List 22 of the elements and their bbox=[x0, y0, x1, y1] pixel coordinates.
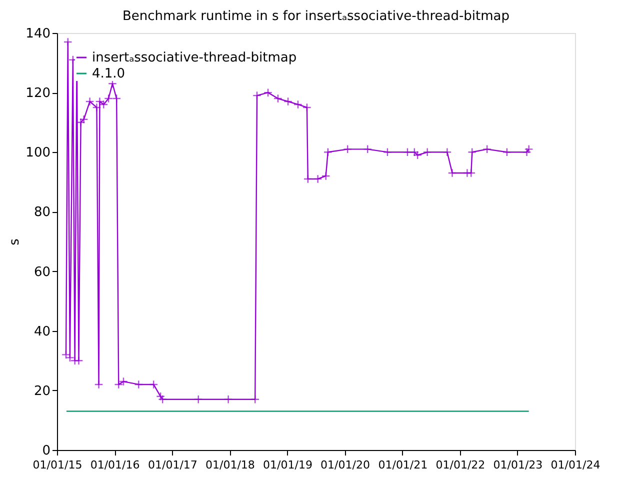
x-tick-label: 01/01/24 bbox=[550, 458, 600, 472]
x-tick-label: 01/01/16 bbox=[90, 458, 140, 472]
y-tick-label: 0 bbox=[42, 444, 50, 458]
y-tick-label: 60 bbox=[34, 264, 50, 280]
x-tick-label: 01/01/20 bbox=[320, 458, 370, 472]
x-tick-label: 01/01/19 bbox=[263, 458, 312, 472]
legend-label: insertₐssociative-thread-bitmap bbox=[92, 50, 297, 66]
y-tick-label: 140 bbox=[26, 26, 50, 42]
y-tick-label: 120 bbox=[26, 86, 50, 102]
y-tick-label: 80 bbox=[34, 205, 50, 220]
x-tick-label: 01/01/22 bbox=[436, 458, 486, 472]
x-tick-label: 01/01/18 bbox=[206, 458, 255, 472]
x-tick-label: 01/01/17 bbox=[148, 458, 198, 472]
legend-label: 4.1.0 bbox=[92, 66, 126, 82]
y-tick-label: 40 bbox=[34, 324, 50, 340]
y-axis-title: s bbox=[8, 238, 23, 246]
x-tick-label: 01/01/21 bbox=[378, 458, 428, 472]
x-tick-label: 01/01/23 bbox=[493, 458, 543, 472]
y-tick-label: 20 bbox=[34, 384, 50, 399]
x-tick-label: 01/01/15 bbox=[32, 458, 82, 472]
chart-title: Benchmark runtime in s for insertₐssociative-thread-bitmap bbox=[122, 9, 510, 24]
y-tick-label: 100 bbox=[26, 146, 50, 161]
